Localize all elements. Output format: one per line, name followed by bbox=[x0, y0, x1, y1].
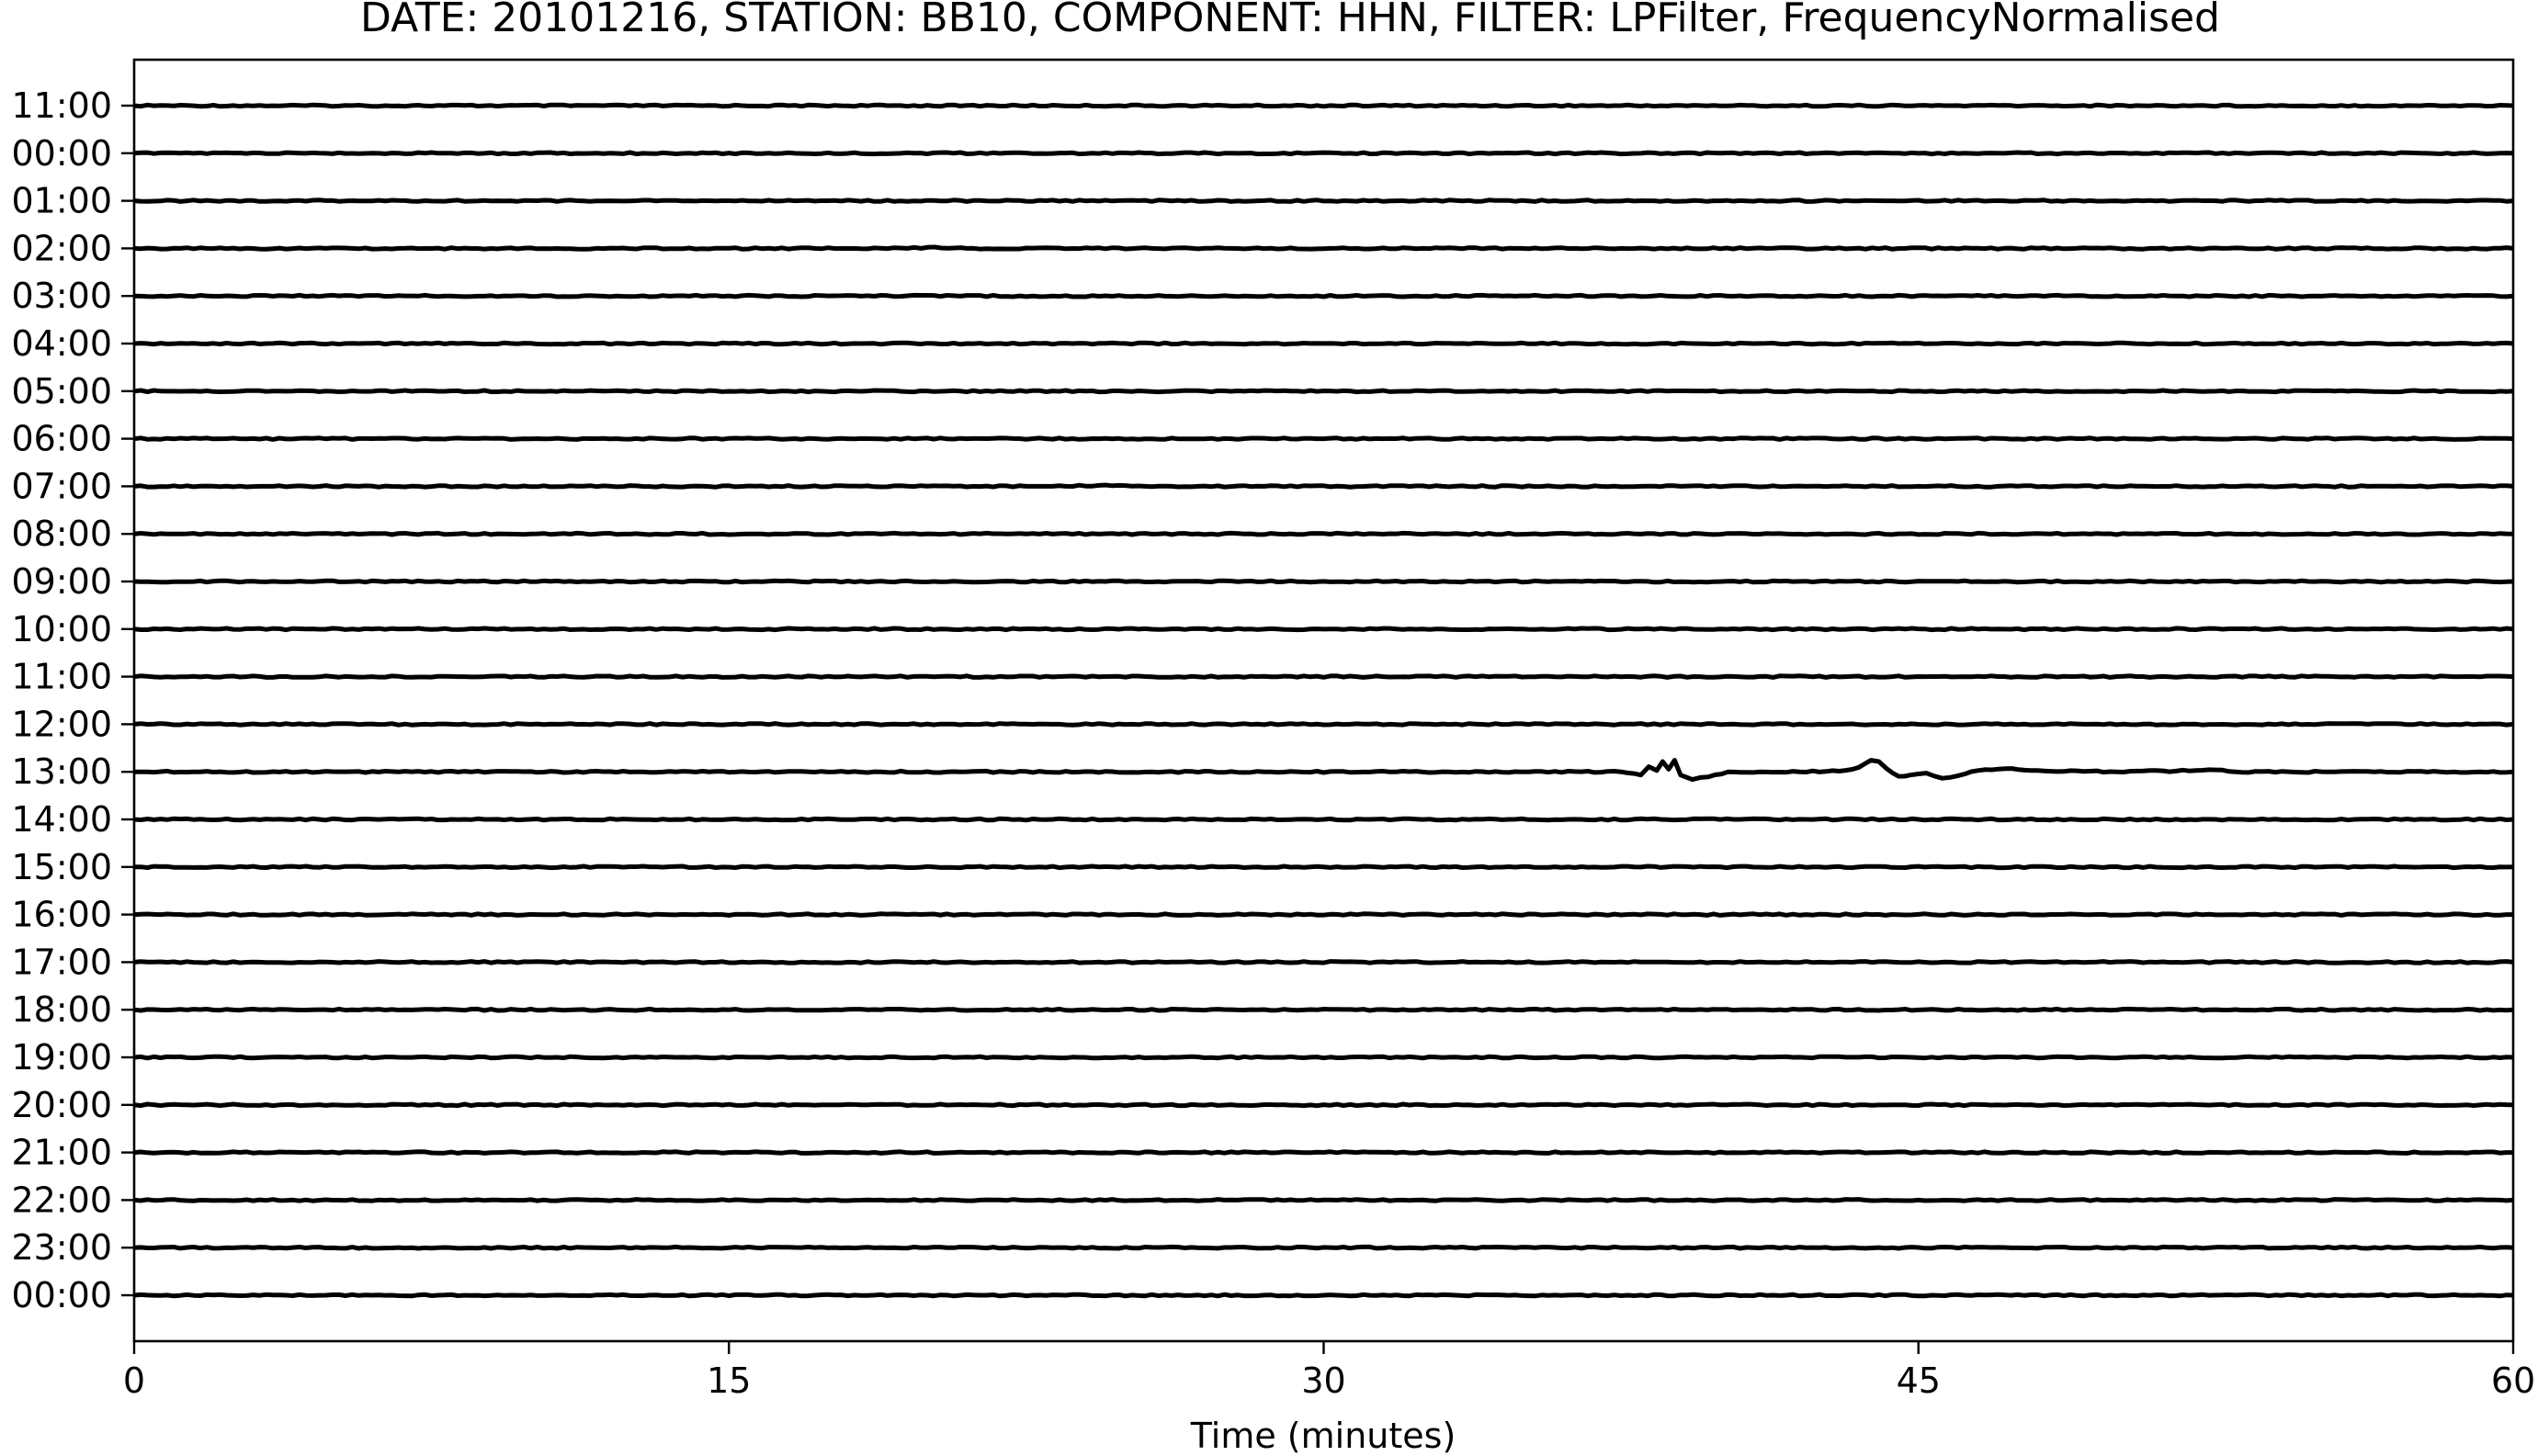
y-tick-label-12: 11:00 bbox=[11, 657, 112, 697]
x-tick-label-1: 15 bbox=[707, 1360, 751, 1401]
y-tick-label-16: 15:00 bbox=[11, 847, 112, 887]
y-tick-label-13: 12:00 bbox=[11, 704, 112, 744]
trace-line-6 bbox=[133, 388, 2514, 395]
y-tick-label-20: 19:00 bbox=[11, 1037, 112, 1078]
y-axis-ticks: 11:00 00:00 01:00 02:00 03:00 04:00 05:00 06:00… bbox=[11, 85, 134, 1315]
trace-line-21 bbox=[133, 1101, 2514, 1109]
trace-line-12 bbox=[133, 673, 2514, 680]
x-tick-label-3: 45 bbox=[1897, 1360, 1941, 1401]
trace-line-25 bbox=[133, 1292, 2514, 1299]
y-tick-label-17: 16:00 bbox=[11, 895, 112, 935]
y-tick-label-5: 04:00 bbox=[11, 323, 112, 364]
x-tick-label-4: 60 bbox=[2491, 1360, 2535, 1401]
y-tick-label-0: 11:00 bbox=[11, 85, 112, 126]
y-tick-label-8: 07:00 bbox=[11, 466, 112, 506]
trace-group bbox=[133, 102, 2514, 1299]
y-tick-label-9: 08:00 bbox=[11, 514, 112, 554]
y-tick-label-6: 05:00 bbox=[11, 371, 112, 412]
x-axis-label: Time (minutes) bbox=[1190, 1416, 1456, 1456]
trace-line-3 bbox=[133, 244, 2514, 252]
y-tick-label-21: 20:00 bbox=[11, 1085, 112, 1125]
chart-title: DATE: 20101216, STATION: BB10, COMPONENT… bbox=[360, 0, 2220, 41]
trace-line-4 bbox=[133, 292, 2514, 299]
x-tick-label-0: 0 bbox=[123, 1360, 145, 1401]
y-tick-label-10: 09:00 bbox=[11, 561, 112, 602]
trace-line-22 bbox=[133, 1149, 2513, 1156]
trace-line-9 bbox=[133, 530, 2514, 537]
y-tick-label-3: 02:00 bbox=[11, 228, 112, 268]
y-tick-label-1: 00:00 bbox=[11, 133, 112, 174]
y-tick-label-24: 23:00 bbox=[11, 1227, 112, 1268]
trace-line-24 bbox=[133, 1244, 2514, 1251]
trace-line-11 bbox=[133, 626, 2514, 633]
y-tick-label-22: 21:00 bbox=[11, 1133, 112, 1173]
trace-line-0 bbox=[133, 102, 2514, 109]
trace-line-14 bbox=[133, 758, 2514, 783]
trace-line-20 bbox=[133, 1054, 2514, 1061]
trace-line-18 bbox=[133, 959, 2514, 965]
y-tick-label-4: 03:00 bbox=[11, 276, 112, 316]
trace-line-5 bbox=[133, 340, 2514, 347]
y-tick-label-23: 22:00 bbox=[11, 1179, 112, 1220]
y-tick-label-25: 00:00 bbox=[11, 1275, 112, 1315]
y-tick-label-18: 17:00 bbox=[11, 942, 112, 982]
trace-line-15 bbox=[133, 816, 2514, 823]
y-tick-label-2: 01:00 bbox=[11, 181, 112, 221]
y-tick-label-7: 06:00 bbox=[11, 419, 112, 459]
y-tick-label-15: 14:00 bbox=[11, 799, 112, 840]
y-tick-label-11: 10:00 bbox=[11, 609, 112, 649]
trace-line-16 bbox=[133, 863, 2514, 871]
x-tick-label-2: 30 bbox=[1301, 1360, 1345, 1401]
trace-line-17 bbox=[133, 911, 2513, 918]
trace-line-1 bbox=[133, 150, 2514, 157]
plot-frame bbox=[132, 58, 2515, 1343]
trace-line-10 bbox=[133, 578, 2514, 585]
trace-line-23 bbox=[133, 1197, 2514, 1203]
trace-line-8 bbox=[133, 482, 2514, 490]
trace-line-7 bbox=[133, 435, 2514, 442]
y-tick-label-14: 13:00 bbox=[11, 751, 112, 792]
x-axis-ticks: 0 15 30 45 60 bbox=[123, 1341, 2535, 1401]
y-tick-label-19: 18:00 bbox=[11, 989, 112, 1030]
trace-line-19 bbox=[133, 1006, 2514, 1013]
trace-line-2 bbox=[133, 198, 2514, 204]
trace-line-13 bbox=[133, 721, 2514, 728]
